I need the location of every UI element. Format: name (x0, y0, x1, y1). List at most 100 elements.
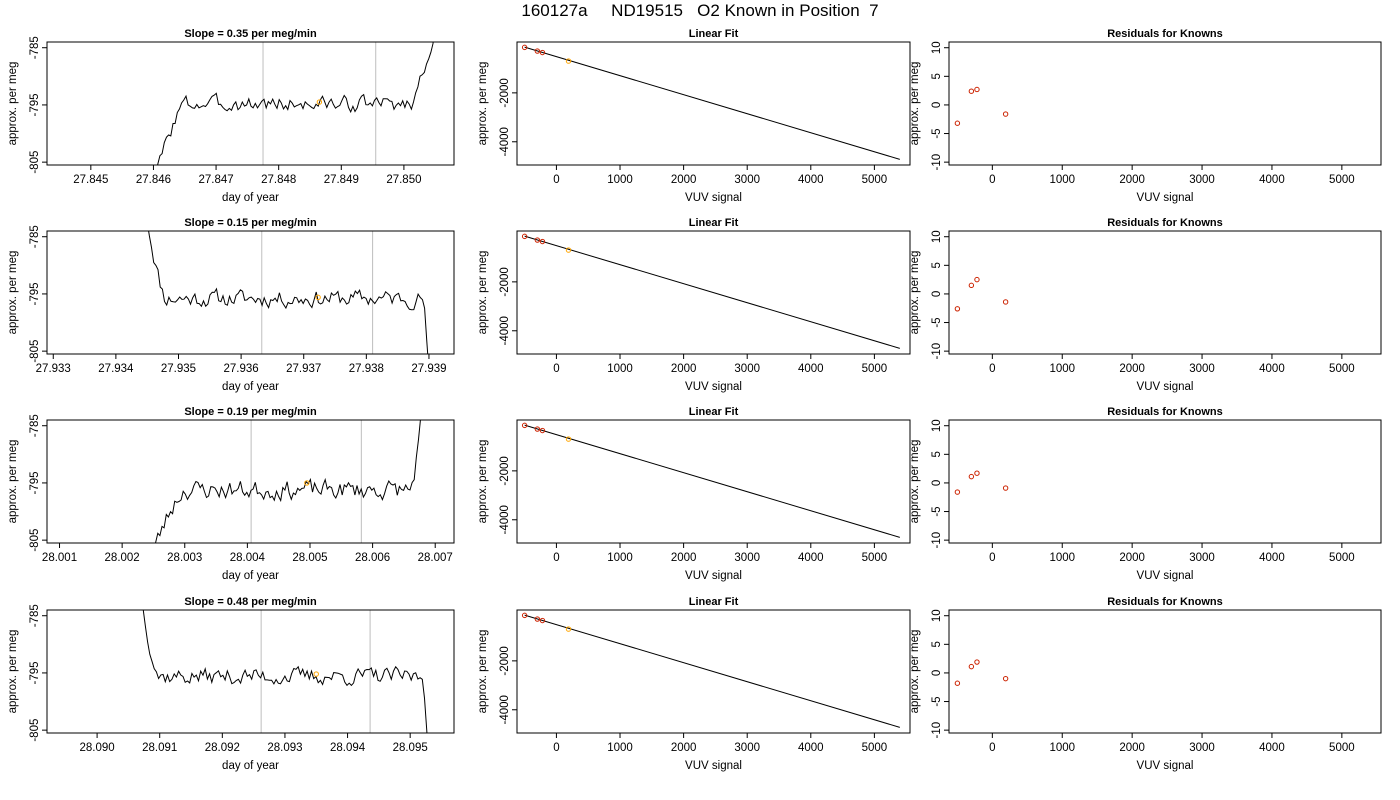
x-tick-label: 3000 (1189, 363, 1215, 375)
residual-point (954, 489, 961, 495)
x-tick-label: 27.935 (161, 363, 196, 375)
y-axis-label: approx. per meg (7, 251, 19, 335)
x-tick-label: 1000 (1049, 363, 1075, 375)
x-tick-label: 0 (553, 174, 559, 186)
x-tick-label: 27.846 (136, 174, 171, 186)
data-point (521, 233, 528, 240)
y-tick-label: 5 (931, 262, 943, 268)
y-tick-label: -4000 (499, 127, 511, 156)
data-point (521, 44, 528, 51)
x-tick-label: 2000 (1119, 363, 1145, 375)
x-tick-label: 4000 (798, 552, 824, 564)
y-tick-label: -5 (931, 317, 943, 327)
plot-frame (46, 230, 455, 355)
x-tick-label: 4000 (1259, 174, 1285, 186)
residuals-panel-1: Residuals for Knowns 0 1000 2000 3000 4000 500… (909, 28, 1382, 204)
y-tick-label: 0 (931, 480, 943, 486)
y-axis-label: approx. per meg (477, 630, 489, 714)
panel-title: Slope = 0.35 per meg/min (184, 28, 317, 40)
y-tick-label: -805 (29, 719, 41, 742)
average-marker (316, 99, 323, 105)
average-marker (313, 671, 319, 677)
x-tick-label: 5000 (1329, 363, 1355, 375)
linear-fit-panel-2: Linear Fit 0 1000 2000 3000 4000 5000 VUV signa… (477, 217, 911, 393)
residual-point (974, 470, 980, 476)
plot-frame (948, 230, 1382, 355)
x-tick-label: 27.845 (73, 174, 108, 186)
linear-fit-panel-3: Linear Fit 0 1000 2000 3000 4000 5000 VUV signa… (477, 406, 911, 582)
x-tick-label: 28.004 (230, 552, 266, 564)
x-tick-label: 28.091 (142, 742, 177, 754)
x-tick-label: 2000 (671, 174, 697, 186)
x-axis-label: VUV signal (1137, 192, 1194, 204)
x-axis-label: VUV signal (685, 381, 742, 393)
x-tick-label: 0 (989, 363, 995, 375)
residual-point (1002, 675, 1009, 682)
y-tick-label: -795 (29, 93, 41, 116)
x-tick-label: 4000 (1259, 742, 1285, 754)
signal-trace (142, 610, 428, 733)
x-tick-label: 1000 (607, 552, 633, 564)
y-axis-label: approx. per meg (477, 251, 489, 335)
plot-marks (521, 422, 900, 538)
x-tick-label: 1000 (607, 174, 633, 186)
x-tick-label: 27.937 (286, 363, 321, 375)
y-axis-label: approx. per meg (7, 630, 19, 714)
y-tick-label: -5 (931, 506, 943, 516)
plot-marks (954, 470, 1009, 495)
x-tick-label: 2000 (671, 552, 697, 564)
panel-title: Residuals for Knowns (1107, 217, 1223, 229)
residuals-panel-2: Residuals for Knowns 0 1000 2000 3000 4000 500… (909, 217, 1382, 393)
x-tick-label: 4000 (798, 174, 824, 186)
y-tick-label: 0 (931, 291, 943, 297)
y-tick-label: -4000 (499, 316, 511, 345)
y-tick-label: -2000 (499, 456, 511, 485)
plot-frame (948, 419, 1382, 544)
residual-point (974, 86, 980, 93)
x-axis-label: VUV signal (685, 570, 742, 582)
time-series-panel-3: Slope = 0.19 per meg/min 28.001 28.002 28.0… (7, 406, 455, 582)
y-tick-label: 10 (931, 609, 943, 622)
data-point (565, 247, 572, 253)
x-tick-label: 5000 (1329, 552, 1355, 564)
x-axis-label: VUV signal (1137, 760, 1194, 772)
x-tick-label: 5000 (862, 552, 888, 564)
plot-marks (521, 612, 900, 728)
x-tick-label: 27.939 (411, 363, 446, 375)
panel-title: Residuals for Knowns (1107, 28, 1223, 40)
x-tick-label: 5000 (862, 363, 888, 375)
residual-point (954, 680, 961, 686)
x-tick-label: 0 (553, 552, 559, 564)
y-axis-label: approx. per meg (909, 630, 921, 714)
x-tick-label: 1000 (607, 363, 633, 375)
x-tick-label: 4000 (1259, 552, 1285, 564)
residual-point (1002, 299, 1009, 305)
data-point (539, 49, 546, 56)
x-tick-label: 1000 (1049, 742, 1075, 754)
y-tick-label: 10 (931, 419, 943, 432)
residual-point (974, 659, 980, 665)
y-tick-label: -785 (29, 414, 41, 437)
y-tick-label: 5 (931, 73, 943, 79)
plot-frame (46, 419, 455, 544)
panel-title: Residuals for Knowns (1107, 596, 1223, 608)
x-tick-label: 0 (553, 742, 559, 754)
signal-trace (157, 42, 434, 165)
y-tick-label: 0 (931, 670, 943, 676)
panel-title: Residuals for Knowns (1107, 406, 1223, 418)
x-tick-label: 0 (989, 742, 995, 754)
x-tick-label: 4000 (798, 742, 824, 754)
x-tick-label: 3000 (1189, 174, 1215, 186)
x-tick-label: 3000 (734, 363, 760, 375)
y-tick-label: -805 (29, 340, 41, 363)
plot-frame (516, 609, 911, 734)
x-axis-label: VUV signal (1137, 570, 1194, 582)
plot-marks (142, 610, 428, 733)
y-tick-label: -10 (931, 343, 943, 360)
y-tick-label: 5 (931, 451, 943, 457)
average-marker (304, 480, 310, 486)
residuals-panel-4: Residuals for Knowns 0 1000 2000 3000 4000 500… (909, 596, 1382, 772)
data-point (565, 436, 572, 442)
time-series-panel-2: Slope = 0.15 per meg/min 27.933 27.934 27.9… (7, 217, 455, 393)
y-tick-label: -785 (29, 604, 41, 627)
